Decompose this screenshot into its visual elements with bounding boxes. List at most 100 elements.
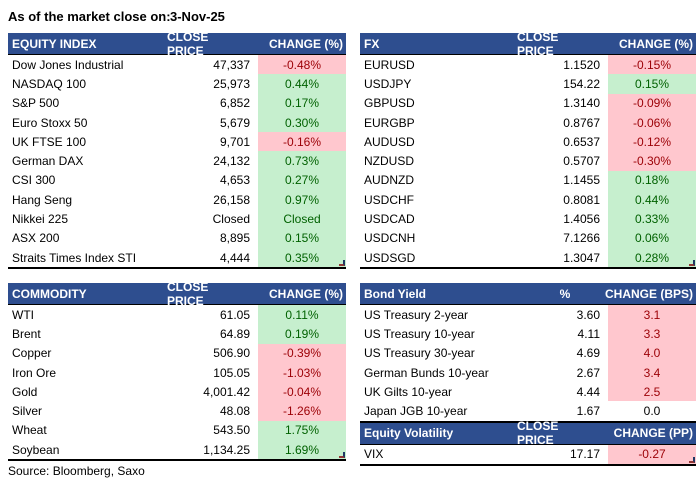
instrument-name: GBPUSD	[364, 96, 415, 111]
instrument-name: USDCAD	[364, 212, 415, 227]
fx-row: USDJPY 154.22 0.15%	[360, 74, 696, 94]
instrument-name: Gold	[12, 384, 38, 399]
equity-row: Nikkei 225 Closed Closed	[8, 209, 346, 229]
commodity-row: Brent 64.89 0.19%	[8, 324, 346, 344]
equity-row: ASX 200 8,895 0.15%	[8, 228, 346, 248]
change-cell: 1.75%	[258, 420, 346, 441]
instrument-name: Hang Seng	[12, 192, 73, 207]
close-price-cell: 1,134.25	[203, 442, 250, 457]
bond-row: Japan JGB 10-year 1.67 0.0	[360, 401, 696, 420]
close-price-header: CLOSE PRICE	[517, 29, 559, 58]
equity-row: Euro Stoxx 50 5,679 0.30%	[8, 112, 346, 133]
change-cell: 0.19%	[258, 324, 346, 344]
instrument-name: Iron Ore	[12, 365, 57, 380]
bond-header-row: Bond Yield% CHANGE (BPS)	[360, 283, 696, 305]
fill-handle-mark	[339, 452, 345, 459]
as-of-date: 3-Nov-25	[170, 9, 225, 24]
change-header: CHANGE (PP)	[613, 426, 693, 441]
change-cell: 3.3	[608, 324, 696, 344]
equity-row: Hang Seng 26,158 0.97%	[8, 190, 346, 210]
table-title: COMMODITY	[12, 286, 87, 301]
change-cell: -1.03%	[258, 362, 346, 383]
instrument-name: EURGBP	[364, 115, 415, 130]
change-header: CHANGE (%)	[269, 286, 343, 301]
close-price-cell: 2.67	[576, 365, 600, 380]
instrument-name: Soybean	[12, 442, 60, 457]
change-cell: -0.27	[608, 444, 696, 465]
change-header: CHANGE (%)	[269, 36, 343, 51]
fill-handle-mark	[689, 457, 695, 464]
instrument-name: AUDNZD	[364, 173, 414, 188]
close-price-cell: 1.1520	[563, 57, 600, 72]
change-cell: -0.06%	[608, 112, 696, 133]
equity-row: German DAX 24,132 0.73%	[8, 151, 346, 171]
volatility-header-row: Equity Volatility CLOSE PRICE CHANGE (PP)	[360, 419, 696, 448]
change-cell: 0.44%	[608, 190, 696, 210]
change-cell: 0.44%	[258, 74, 346, 94]
close-price-header: CLOSE PRICE	[167, 29, 209, 58]
commodity-row: Gold 4,001.42 -0.04%	[8, 382, 346, 402]
fx-row: EURUSD 1.1520 -0.15%	[360, 55, 696, 75]
commodity-row: Silver 48.08 -1.26%	[8, 401, 346, 421]
instrument-name: USDCHF	[364, 192, 414, 207]
instrument-name: Dow Jones Industrial	[12, 57, 124, 72]
equity-index-table: EQUITY INDEX CLOSE PRICE CHANGE (%) Dow Jon…	[8, 29, 346, 270]
close-price-cell: 543.50	[213, 423, 250, 438]
instrument-name: Wheat	[12, 423, 47, 438]
close-price-header: CLOSE PRICE	[517, 419, 559, 448]
instrument-name: UK Gilts 10-year	[364, 384, 453, 399]
change-cell: 0.30%	[258, 112, 346, 133]
instrument-name: UK FTSE 100	[12, 134, 87, 149]
close-price-cell: 4.44	[576, 384, 600, 399]
fx-row: USDSGD 1.3047 0.28%	[360, 247, 696, 268]
change-cell: -1.26%	[258, 401, 346, 421]
bond-row: UK Gilts 10-year 4.44 2.5	[360, 382, 696, 402]
commodity-row: Soybean 1,134.25 1.69%	[8, 440, 346, 460]
close-price-cell: 1.67	[576, 404, 600, 419]
close-price-cell: 4,001.42	[203, 384, 250, 399]
change-header: CHANGE (%)	[619, 36, 693, 51]
commodity-table: COMMODITY CLOSE PRICE CHANGE (%) WTI 61.05 0.…	[8, 279, 346, 462]
instrument-name: German DAX	[12, 154, 84, 169]
close-price-cell: 3.60	[576, 307, 600, 322]
instrument-name: USDSGD	[364, 250, 416, 265]
fx-row: EURGBP 0.8767 -0.06%	[360, 112, 696, 133]
commodity-row: Copper 506.90 -0.39%	[8, 343, 346, 363]
equity-header-row: EQUITY INDEX CLOSE PRICE CHANGE (%)	[8, 29, 346, 58]
instrument-name: US Treasury 30-year	[364, 346, 475, 361]
bond-yield-table: Bond Yield% CHANGE (BPS) US Treasury 2-yea…	[360, 283, 696, 423]
instrument-name: Straits Times Index STI	[12, 250, 137, 265]
change-cell: -0.09%	[608, 93, 696, 113]
table-title: Bond Yield	[364, 286, 427, 301]
close-price-cell: 5,679	[219, 115, 250, 130]
table-title: EQUITY INDEX	[12, 36, 97, 51]
change-cell: 0.17%	[258, 93, 346, 113]
close-price-cell: 7.1266	[563, 231, 600, 246]
equity-row: Dow Jones Industrial 47,337 -0.48%	[8, 55, 346, 75]
close-price-cell: 61.05	[219, 307, 250, 322]
change-cell: 1.69%	[258, 440, 346, 460]
change-cell: 3.1	[608, 305, 696, 325]
instrument-name: NASDAQ 100	[12, 76, 87, 91]
instrument-name: US Treasury 10-year	[364, 326, 475, 341]
fx-header-row: FX CLOSE PRICE CHANGE (%)	[360, 29, 696, 58]
bond-row: German Bunds 10-year 2.67 3.4	[360, 362, 696, 383]
equity-row: NASDAQ 100 25,973 0.44%	[8, 74, 346, 94]
instrument-name: German Bunds 10-year	[364, 365, 489, 380]
close-price-cell: 1.4056	[563, 212, 600, 227]
fx-table: FX CLOSE PRICE CHANGE (%) EURUSD 1.1520 -0.15…	[360, 29, 696, 270]
close-price-cell: 4.11	[577, 326, 600, 341]
close-price-header: CLOSE PRICE	[167, 279, 209, 308]
instrument-name: EURUSD	[364, 57, 415, 72]
close-price-cell: 506.90	[213, 346, 250, 361]
instrument-name: WTI	[12, 307, 34, 322]
change-cell: Closed	[258, 209, 346, 229]
commodity-header-row: COMMODITY CLOSE PRICE CHANGE (%)	[8, 279, 346, 308]
close-price-cell: 6,852	[219, 96, 250, 111]
instrument-name: Japan JGB 10-year	[364, 404, 468, 419]
close-price-cell: 8,895	[219, 231, 250, 246]
fx-row: USDCHF 0.8081 0.44%	[360, 190, 696, 210]
instrument-name: Euro Stoxx 50	[12, 115, 88, 130]
commodity-row: Iron Ore 105.05 -1.03%	[8, 362, 346, 383]
change-cell: 3.4	[608, 362, 696, 383]
